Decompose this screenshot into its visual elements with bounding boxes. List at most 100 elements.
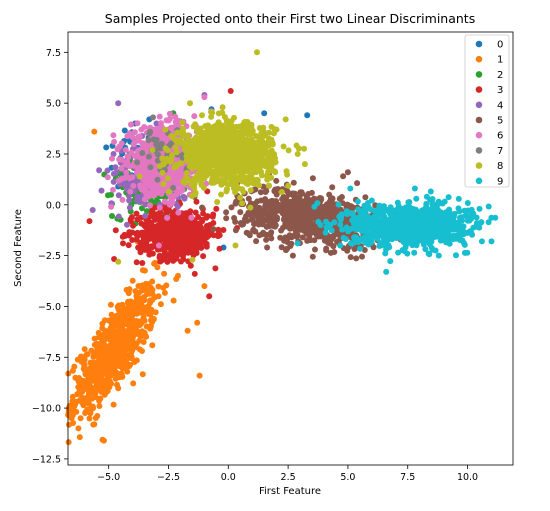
- point: [228, 204, 235, 211]
- point: [201, 131, 208, 138]
- point: [150, 114, 156, 121]
- point: [160, 161, 167, 168]
- point: [91, 368, 98, 374]
- point: [116, 156, 123, 163]
- point: [73, 408, 80, 415]
- point: [170, 297, 177, 304]
- point: [445, 194, 452, 201]
- point: [287, 209, 294, 216]
- point: [209, 109, 216, 116]
- point: [142, 212, 149, 219]
- point: [266, 209, 273, 215]
- point: [128, 121, 134, 128]
- point: [80, 402, 87, 409]
- point: [131, 331, 138, 338]
- point: [232, 189, 239, 196]
- point: [199, 112, 205, 119]
- point: [301, 145, 308, 152]
- point: [181, 226, 188, 232]
- point: [175, 209, 182, 216]
- point: [115, 100, 122, 107]
- point: [116, 321, 123, 328]
- point: [144, 208, 150, 215]
- point: [464, 200, 471, 206]
- point: [123, 318, 130, 325]
- point: [246, 173, 253, 180]
- point: [105, 366, 112, 372]
- point: [194, 241, 201, 248]
- point: [115, 192, 122, 199]
- point: [115, 258, 122, 265]
- point: [157, 142, 164, 149]
- point: [134, 193, 141, 200]
- point: [161, 289, 168, 296]
- point: [168, 215, 175, 222]
- point: [219, 157, 226, 164]
- point: [123, 305, 130, 312]
- point: [71, 399, 78, 406]
- point: [354, 180, 361, 187]
- point: [141, 329, 148, 336]
- point: [134, 159, 141, 166]
- point: [284, 203, 291, 210]
- point: [104, 167, 111, 174]
- point: [90, 387, 97, 394]
- point: [294, 232, 301, 239]
- point: [268, 161, 275, 168]
- point: [211, 161, 218, 168]
- point: [209, 175, 216, 182]
- point: [268, 123, 275, 130]
- point: [120, 326, 126, 333]
- point: [231, 215, 238, 221]
- point: [196, 143, 203, 150]
- point: [394, 199, 401, 206]
- point: [91, 421, 98, 428]
- point: [132, 288, 139, 295]
- point: [178, 128, 185, 135]
- point: [187, 100, 193, 107]
- point: [286, 232, 293, 239]
- point: [200, 210, 207, 217]
- point: [164, 175, 171, 182]
- point: [239, 134, 246, 141]
- point: [218, 163, 225, 170]
- point: [108, 203, 115, 210]
- point: [145, 190, 152, 197]
- point: [268, 136, 275, 143]
- point: [191, 175, 198, 182]
- point: [126, 286, 133, 293]
- point: [453, 252, 459, 259]
- point: [75, 425, 82, 432]
- point: [353, 255, 360, 262]
- point: [141, 267, 148, 274]
- point: [159, 155, 166, 162]
- point: [110, 186, 116, 193]
- point: [413, 195, 420, 202]
- point: [127, 336, 134, 343]
- point: [234, 131, 240, 138]
- point: [254, 49, 260, 56]
- point: [294, 151, 301, 157]
- point: [161, 270, 168, 277]
- point: [232, 242, 239, 249]
- point: [169, 172, 176, 179]
- point: [108, 361, 115, 367]
- point: [137, 214, 144, 221]
- point: [241, 147, 248, 154]
- point: [201, 175, 208, 182]
- point: [354, 198, 361, 205]
- point: [96, 331, 103, 338]
- point: [106, 348, 113, 355]
- point: [107, 325, 114, 332]
- point: [239, 125, 246, 132]
- point: [312, 246, 318, 253]
- point: [172, 113, 179, 120]
- point: [125, 242, 132, 249]
- point: [170, 184, 177, 191]
- point: [411, 249, 418, 256]
- point: [162, 225, 169, 232]
- point: [307, 200, 313, 207]
- points-layer: [65, 49, 499, 446]
- point: [201, 232, 207, 239]
- point: [311, 237, 318, 244]
